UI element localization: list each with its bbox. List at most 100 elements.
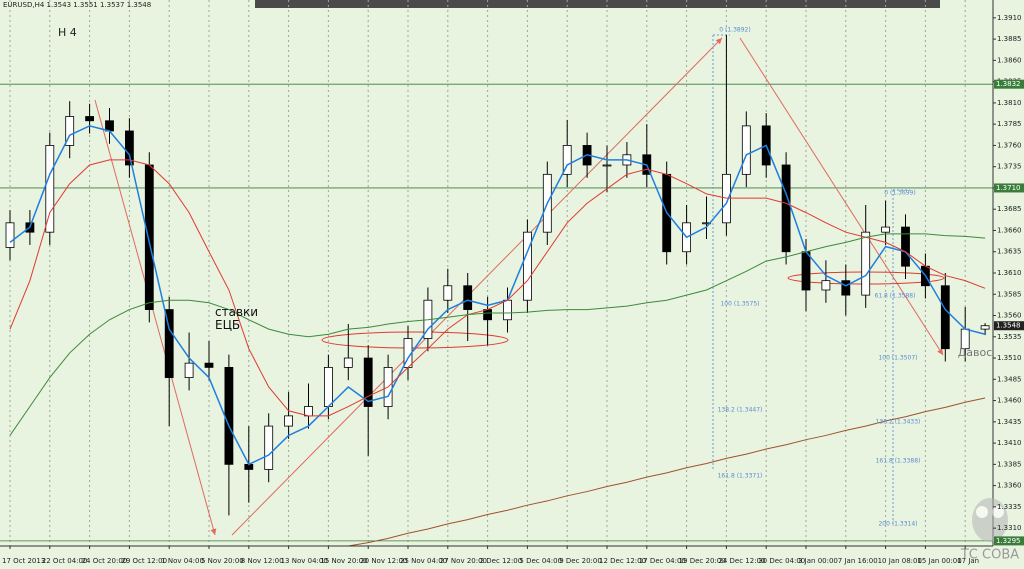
x-tick-label: 29 Oct 12:00: [121, 557, 167, 565]
x-tick-label: 7 Jan 16:00: [838, 557, 878, 565]
candle-body: [881, 226, 890, 233]
fib-label: 200 (1.3314): [878, 521, 917, 528]
y-tick-label: 1.3360: [997, 482, 1022, 490]
y-tick-label: 1.3660: [997, 226, 1022, 234]
y-tick-label: 1.3885: [997, 35, 1022, 43]
candle-body: [144, 164, 154, 310]
x-tick-label: 13 Nov 04:00: [281, 557, 328, 565]
trend-arrow: [231, 37, 723, 536]
candle-body: [304, 406, 313, 417]
fib-label: 100 (1.3575): [720, 301, 759, 308]
candle-body: [841, 280, 851, 296]
x-tick-label: 20 Nov 12:00: [360, 557, 407, 565]
x-tick-label: 25 Nov 04:00: [400, 557, 447, 565]
y-tick-label: 1.3310: [997, 524, 1022, 532]
candle-body: [901, 226, 910, 267]
marks: [5, 34, 990, 546]
fibo: [712, 34, 910, 525]
candle-body: [801, 251, 811, 291]
x-tick-label: 1 Nov 04:00: [161, 557, 204, 565]
y-tick-label: 1.3910: [997, 14, 1022, 22]
candle-body: [45, 145, 55, 233]
y-tick-label: 1.3485: [997, 375, 1022, 383]
x-tick-label: 12 Dec 12:00: [599, 557, 646, 565]
candle-body: [5, 222, 15, 248]
y-tick-label: 1.3560: [997, 312, 1022, 320]
candle-body: [781, 164, 791, 253]
ma-line: [348, 397, 986, 546]
candle-body: [323, 367, 333, 407]
ma-line: [9, 233, 986, 436]
candle-body: [741, 125, 751, 175]
drawings: [94, 34, 945, 536]
fib-label: 161.8 (1.3371): [718, 473, 763, 480]
x-tick-label: 15 Jan 00:00: [917, 557, 961, 565]
candle-body: [503, 299, 512, 321]
level-label: 1.3710: [996, 184, 1021, 192]
candle-body: [861, 231, 871, 296]
candle-body: [980, 325, 990, 330]
y-tick-label: 1.3735: [997, 163, 1022, 171]
trend-arrow: [94, 99, 217, 536]
candle-body: [940, 285, 950, 350]
watermark: ТС СОВА: [960, 548, 1019, 563]
candle-body: [105, 120, 114, 132]
x-tick-label: 15 Nov 20:00: [320, 557, 367, 565]
candle-body: [224, 367, 234, 465]
y-tick-label: 1.3385: [997, 460, 1022, 468]
candle-body: [184, 362, 194, 379]
y-tick-label: 1.3860: [997, 56, 1022, 64]
candle-body: [463, 285, 473, 310]
x-tick-label: 5 Nov 20:00: [201, 557, 244, 565]
level-box: [994, 79, 1024, 89]
x-tick-label: 8 Nov 12:00: [241, 557, 284, 565]
ma-line: [9, 125, 986, 466]
candle-body: [443, 285, 453, 301]
y-tick-label: 1.3810: [997, 99, 1022, 107]
y-tick-label: 1.3510: [997, 354, 1022, 362]
x-tick-label: 2 Dec 12:00: [480, 557, 523, 565]
x-tick-label: 9 Dec 20:00: [559, 557, 602, 565]
candle-body: [284, 415, 294, 427]
candle-body: [264, 425, 274, 470]
candle-body: [125, 130, 134, 166]
y-tick-label: 1.3610: [997, 269, 1022, 277]
fib-label: 0 (1.3699): [884, 190, 915, 197]
trend-arrow: [739, 37, 944, 356]
x-tick-label: 30 Dec 04:00: [758, 557, 805, 565]
y-tick-label: 1.3410: [997, 439, 1022, 447]
candle-body: [343, 357, 353, 368]
x-tick-label: 22 Oct 04:00: [42, 557, 88, 565]
level-box: [994, 536, 1024, 546]
candle-body: [483, 309, 493, 321]
level-label: 1.3832: [996, 80, 1021, 88]
candle-body: [164, 309, 174, 379]
candle-body: [523, 231, 532, 301]
candle-body: [562, 145, 572, 175]
x-tick-label: 17 Jan: [957, 557, 979, 565]
annotation: Давос: [958, 346, 993, 359]
candle-body: [204, 362, 214, 368]
fib-label: 138.2 (1.3433): [876, 419, 921, 426]
y-tick-label: 1.3635: [997, 248, 1022, 256]
price-box: [994, 321, 1024, 331]
annotation: ставки ЕЦБ: [215, 305, 259, 332]
fib-label: 138.2 (1.3447): [718, 407, 763, 414]
toolbar: [255, 0, 940, 8]
x-tick-label: 24 Dec 12:00: [718, 557, 765, 565]
x-tick-label: 19 Dec 20:00: [679, 557, 726, 565]
level-box: [994, 183, 1024, 193]
price-label: 1.3548: [996, 322, 1021, 330]
y-tick-label: 1.3435: [997, 418, 1022, 426]
y-tick-label: 1.3760: [997, 141, 1022, 149]
watermark-owl: [972, 498, 1008, 542]
level-label: 1.3295: [996, 537, 1021, 545]
ma-line: [9, 159, 986, 417]
candle-body: [85, 116, 94, 122]
x-tick-label: 3 Jan 00:00: [798, 557, 838, 565]
candle-body: [602, 164, 612, 167]
fib-label: 61.8 (1.3588): [875, 293, 916, 300]
y-tick-label: 1.3685: [997, 205, 1022, 213]
